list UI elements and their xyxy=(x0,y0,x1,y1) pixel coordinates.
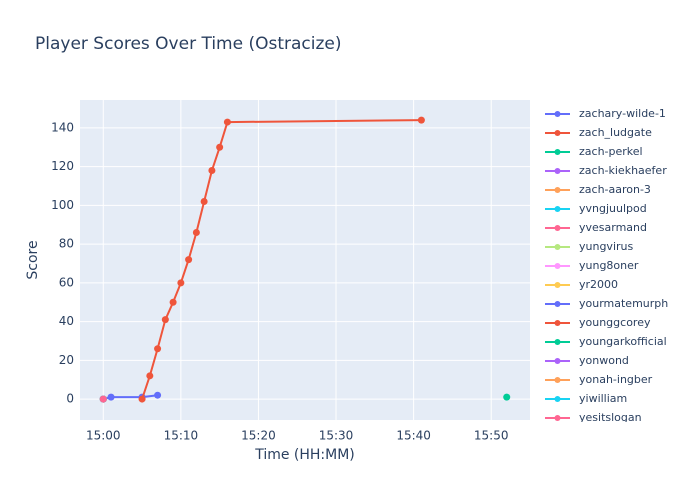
data-point xyxy=(200,198,208,206)
legend-label: yonwond xyxy=(579,354,629,367)
chart-title: Player Scores Over Time (Ostracize) xyxy=(35,34,342,54)
plot xyxy=(99,116,511,403)
data-point xyxy=(223,118,231,126)
legend-label: yung8oner xyxy=(579,259,639,272)
legend-marker xyxy=(554,111,561,117)
y-tick-label: 140 xyxy=(51,120,74,134)
series-line xyxy=(103,394,158,401)
legend-label: zach-aaron-3 xyxy=(579,183,651,196)
legend-marker xyxy=(554,244,561,250)
y-tick-label: 120 xyxy=(51,159,74,173)
grid xyxy=(80,100,530,420)
legend-marker xyxy=(554,396,561,402)
legend-label: yvngjuulpod xyxy=(579,202,647,215)
legend-label: yvesarmand xyxy=(579,221,647,234)
data-point xyxy=(99,395,107,403)
data-point xyxy=(503,393,511,401)
y-tick-label: 20 xyxy=(59,353,74,367)
data-point xyxy=(192,228,200,236)
legend-marker xyxy=(554,187,561,193)
plot-area xyxy=(80,100,530,420)
legend: zachary-wilde-1 zach_ludgate zach-perkel za… xyxy=(545,107,668,424)
y-tick-label: 40 xyxy=(59,314,74,328)
legend-label: yourmatemurph xyxy=(579,297,668,310)
legend-label: yesitslogan xyxy=(579,411,642,424)
legend-label: zach-perkel xyxy=(579,145,643,158)
legend-marker xyxy=(554,149,561,155)
data-point xyxy=(107,393,115,401)
legend-marker xyxy=(554,225,561,231)
legend-marker xyxy=(554,358,561,364)
legend-label: yungvirus xyxy=(579,240,633,253)
data-point xyxy=(208,167,216,175)
y-tick-label: 60 xyxy=(59,275,74,289)
y-tick-label: 0 xyxy=(66,392,74,406)
data-point xyxy=(177,279,185,287)
legend-label: zach_ludgate xyxy=(579,126,652,139)
data-point xyxy=(216,143,224,151)
legend-marker xyxy=(554,415,561,421)
x-tick-label: 15:00 xyxy=(86,429,121,443)
data-point xyxy=(169,298,177,306)
legend-label: zach-kiekhaefer xyxy=(579,164,667,177)
data-point xyxy=(185,256,193,264)
legend-label: yiwilliam xyxy=(579,392,627,405)
legend-marker xyxy=(554,377,561,383)
legend-marker xyxy=(554,206,561,212)
legend-marker xyxy=(554,263,561,269)
x-tick-label: 15:10 xyxy=(164,429,199,443)
y-axis-title: Score xyxy=(25,240,41,279)
legend-label: youngarkofficial xyxy=(579,335,667,348)
data-point xyxy=(154,345,162,353)
data-point xyxy=(161,316,169,324)
data-point xyxy=(138,395,146,403)
data-point xyxy=(146,372,154,380)
x-axis-title: Time (HH:MM) xyxy=(254,447,355,463)
legend-marker xyxy=(554,130,561,136)
legend-marker xyxy=(554,320,561,326)
legend-label: zachary-wilde-1 xyxy=(579,107,666,120)
legend-marker xyxy=(554,282,561,288)
y-tick-label: 100 xyxy=(51,198,74,212)
legend-label: yonah-ingber xyxy=(579,373,653,386)
x-tick-label: 15:30 xyxy=(319,429,354,443)
legend-marker xyxy=(554,339,561,345)
x-tick-label: 15:20 xyxy=(241,429,276,443)
data-point xyxy=(417,116,425,124)
y-tick-label: 80 xyxy=(59,237,74,251)
legend-label: yr2000 xyxy=(579,278,618,291)
data-point xyxy=(154,391,162,399)
x-tick-label: 15:50 xyxy=(474,429,509,443)
legend-marker xyxy=(554,168,561,174)
x-tick-label: 15:40 xyxy=(396,429,431,443)
legend-label: younggcorey xyxy=(579,316,651,329)
legend-marker xyxy=(554,301,561,307)
